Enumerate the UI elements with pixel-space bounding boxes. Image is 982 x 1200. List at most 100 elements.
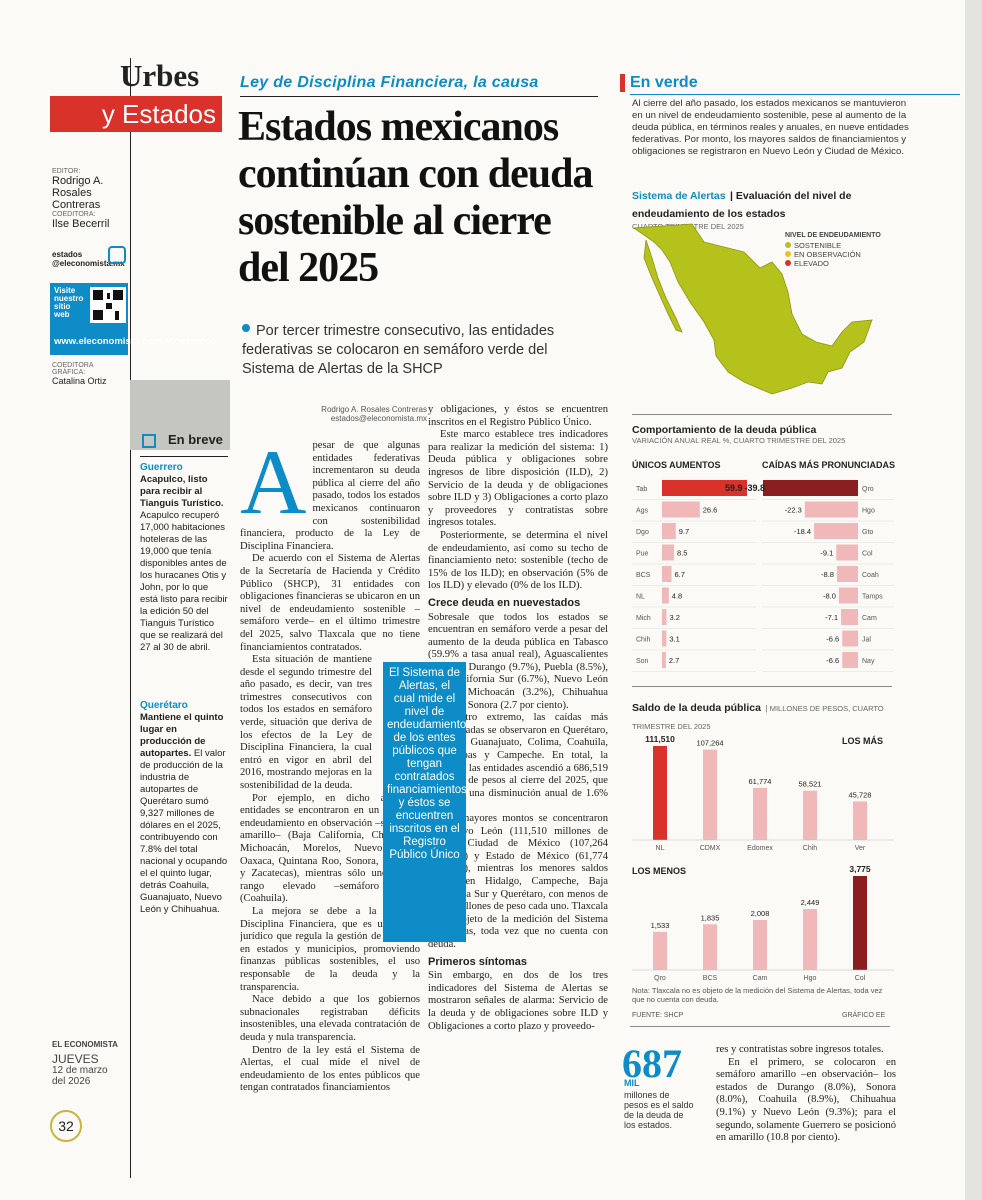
bar — [853, 876, 867, 970]
brief-body: El valor de producción de la industria d… — [140, 748, 228, 915]
article-column-3: res y contratistas sobre ingresos totale… — [716, 1044, 896, 1145]
bar — [703, 924, 717, 970]
byline: Rodrigo A. Rosales Contreras estados@ele… — [312, 405, 427, 423]
website-url[interactable]: www.eleconomista.com.mx/estados — [54, 336, 217, 347]
chart2-bottom-title: LOS MENOS — [632, 866, 687, 876]
bar-category-label: Pue — [636, 551, 649, 558]
legend-label: SOSTENIBLE — [794, 241, 842, 250]
paragraph: Sobresale que todos los estados se encue… — [428, 611, 608, 711]
article-column-2: y obligaciones, y éstos se encuentren in… — [428, 404, 608, 1174]
bar-value-label: 3,775 — [849, 864, 871, 874]
bar-value-label: 8.5 — [677, 549, 687, 558]
chart1-title: Comportamiento de la deuda pública — [632, 424, 817, 436]
sidebar-intro: Al cierre del año pasado, los estados me… — [632, 98, 909, 157]
masthead-logo: EL ECONOMISTA — [52, 1040, 118, 1049]
bar-category-label: Ags — [636, 508, 649, 515]
graphic-name: Catalina Ortiz — [52, 376, 107, 386]
qr-code-icon — [88, 285, 128, 325]
bar-category-label: Chih — [636, 637, 651, 644]
bar — [853, 801, 867, 840]
bar-value-label: 3.2 — [670, 613, 680, 622]
calendar-icon — [142, 434, 156, 448]
graphic-label: COEDITORA GRÁFICA: — [52, 362, 94, 376]
bar-category-label: Tamps — [862, 594, 883, 601]
chart2-subtitle: MILLONES DE PESOS, CUARTO TRIMESTRE DEL … — [632, 704, 884, 731]
article-column-1: A pesar de que algunas entidades federat… — [240, 440, 420, 1162]
chart2-top-title: LOS MÁS — [842, 736, 884, 746]
bar — [763, 480, 858, 496]
bar-category-label: BCS — [703, 975, 718, 982]
paragraph: La mejora se debe a la Ley de Disciplina… — [240, 905, 420, 993]
chart-source: FUENTE: SHCP — [632, 1012, 684, 1019]
big-number: 687 — [622, 1041, 682, 1086]
bar-category-label: Cam — [753, 975, 768, 982]
bar — [662, 480, 747, 496]
bar-category-label: Qro — [654, 975, 666, 982]
subheading: Primeros síntomas — [428, 955, 528, 968]
bar-category-label: BCS — [636, 572, 651, 579]
chart-credit: GRÁFICO EE — [842, 1012, 886, 1019]
bar — [814, 523, 858, 539]
article-title: Estados mexicanos continúan con deuda so… — [238, 104, 593, 291]
chart1-rule — [632, 414, 892, 415]
legend-title: NIVEL DE ENDEUDAMIENTO — [785, 232, 881, 239]
bar-category-label: Jal — [862, 637, 871, 644]
bar-value-label: 26.6 — [703, 506, 718, 515]
chart1-panel-right-title: CAÍDAS MÁS PRONUNCIADAS — [762, 460, 896, 470]
bar — [653, 931, 667, 970]
chart2-rule — [632, 686, 892, 687]
graphic-credit: COEDITORA GRÁFICA: Catalina Ortiz — [52, 362, 128, 386]
brief-headline: Acapulco, listo para recibir al Tianguis… — [140, 474, 224, 509]
brief-stripe — [130, 380, 230, 450]
bar-category-label: Coah — [862, 572, 879, 579]
editor-credits: EDITOR: Rodrigo A. Rosales Contreras COE… — [52, 168, 128, 230]
bar — [753, 787, 767, 840]
bar-category-label: Col — [862, 551, 873, 558]
bar-category-label: Nay — [862, 658, 875, 665]
bar-value-label: 9.7 — [679, 527, 689, 536]
bar — [804, 501, 858, 518]
bar-category-label: Hgo — [862, 508, 875, 515]
map-title-a: Sistema de Alertas — [632, 190, 726, 202]
bar-category-label: NL — [636, 594, 645, 601]
legend-label: ELEVADO — [794, 259, 829, 268]
chart1-header: Comportamiento de la deuda pública VARIA… — [632, 424, 892, 445]
bar-value-label: 6.7 — [675, 570, 685, 579]
bar — [803, 790, 817, 840]
bar — [662, 566, 672, 582]
bar-category-label: Mich — [636, 615, 651, 622]
bar-value-label: 107,264 — [696, 739, 723, 748]
brief-rule — [140, 456, 228, 457]
bar — [842, 630, 858, 647]
editor-label: EDITOR: — [52, 168, 81, 175]
bar-category-label: Hgo — [804, 975, 817, 982]
bar — [836, 544, 858, 561]
dropcap: A — [240, 440, 307, 533]
paragraph: res y contratistas sobre ingresos totale… — [716, 1044, 884, 1055]
paragraph: y obligaciones, y éstos se encuentren in… — [428, 404, 608, 428]
coeditor-name: Ilse Becerril — [52, 218, 110, 230]
map-title-b: Evaluación del nivel de endeudamiento de… — [632, 190, 852, 220]
bar — [803, 909, 817, 970]
bar-category-label: Gto — [862, 529, 873, 536]
subheading: Crece deuda en nuevestados — [428, 596, 581, 609]
instagram-icon — [108, 246, 126, 264]
brief-header: En breve — [168, 432, 223, 447]
bar-value-label: 2,008 — [751, 909, 770, 918]
bar-category-label: Son — [636, 658, 649, 665]
bar-category-label: Cam — [862, 615, 877, 622]
bar-category-label: Col — [855, 975, 866, 982]
pull-quote: El Sistema de Alertas, el cual mide el n… — [383, 662, 470, 942]
chart1-panel-left-title: ÚNICOS AUMENTOS — [632, 460, 721, 470]
bullet-icon — [242, 324, 250, 332]
section-banner: y Estados — [50, 96, 222, 132]
big-number-unit: MIL — [624, 1078, 640, 1088]
issue-date: JUEVES 12 de marzo del 2026 — [52, 1053, 112, 1087]
bar-value-label: 59.9 — [725, 483, 743, 493]
bar — [662, 523, 676, 539]
page-number: 32 — [50, 1110, 82, 1142]
sidebar-header: En verde — [630, 74, 698, 91]
bar — [753, 919, 767, 970]
bar-value-label: 2,449 — [801, 898, 820, 907]
